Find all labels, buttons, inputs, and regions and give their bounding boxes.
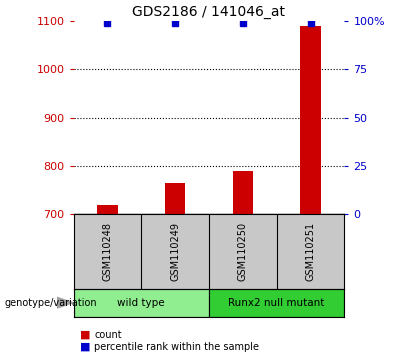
Bar bbox=[97, 205, 118, 214]
Title: GDS2186 / 141046_at: GDS2186 / 141046_at bbox=[132, 5, 286, 19]
Bar bbox=[74, 289, 209, 317]
Text: ■: ■ bbox=[80, 330, 90, 339]
Bar bbox=[165, 183, 185, 214]
Text: percentile rank within the sample: percentile rank within the sample bbox=[94, 342, 260, 352]
Text: wild type: wild type bbox=[118, 298, 165, 308]
Text: ■: ■ bbox=[80, 342, 90, 352]
Text: genotype/variation: genotype/variation bbox=[4, 298, 97, 308]
Text: GSM110251: GSM110251 bbox=[305, 222, 315, 281]
Bar bbox=[209, 289, 344, 317]
Bar bbox=[233, 171, 253, 214]
Polygon shape bbox=[57, 297, 73, 308]
Text: GSM110248: GSM110248 bbox=[102, 222, 113, 281]
Text: count: count bbox=[94, 330, 122, 339]
Text: GSM110249: GSM110249 bbox=[170, 222, 180, 281]
Text: Runx2 null mutant: Runx2 null mutant bbox=[228, 298, 325, 308]
Bar bbox=[300, 26, 321, 214]
Text: GSM110250: GSM110250 bbox=[238, 222, 248, 281]
